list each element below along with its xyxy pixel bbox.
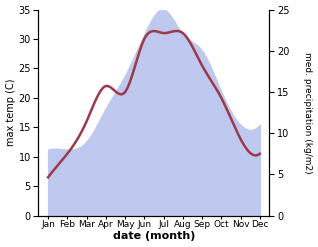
X-axis label: date (month): date (month): [113, 231, 195, 242]
Y-axis label: med. precipitation (kg/m2): med. precipitation (kg/m2): [303, 52, 313, 173]
Y-axis label: max temp (C): max temp (C): [5, 79, 16, 146]
